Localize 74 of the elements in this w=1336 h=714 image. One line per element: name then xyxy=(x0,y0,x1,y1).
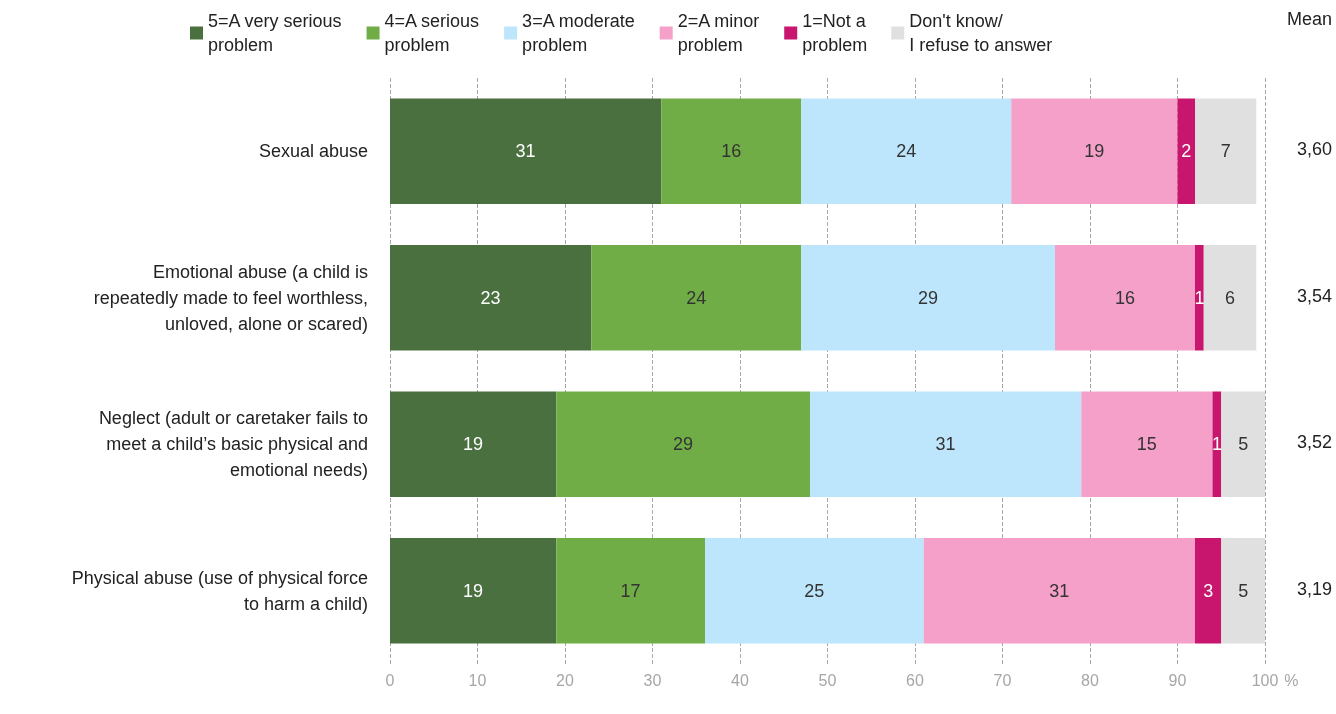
data-label: 23 xyxy=(480,287,501,308)
bar xyxy=(556,391,810,497)
data-label: 25 xyxy=(804,580,825,601)
bar xyxy=(1221,538,1265,644)
bar xyxy=(801,98,1012,204)
data-label: 24 xyxy=(686,287,707,308)
x-tick-label: 60 xyxy=(906,671,924,689)
bar xyxy=(390,538,557,644)
data-label: 5 xyxy=(1238,580,1249,601)
legend-label: 1=Not a problem xyxy=(802,11,868,55)
data-label: 19 xyxy=(463,434,484,455)
bar xyxy=(801,245,1055,351)
bar xyxy=(390,98,662,204)
legend-label: Don't know/ I refuse to answer xyxy=(909,11,1053,55)
data-label: 31 xyxy=(1049,580,1070,601)
y-tick-label: Neglect (adult or caretaker fails to meet a child’s basic physical and emotional needs) xyxy=(98,408,368,481)
x-tick-label: 40 xyxy=(731,671,749,689)
x-tick-label: 80 xyxy=(1081,671,1099,689)
bar xyxy=(591,245,802,351)
text: 3,54 xyxy=(1296,285,1333,306)
data-label: 3 xyxy=(1203,580,1214,601)
bar xyxy=(1195,98,1257,204)
x-tick-label: 90 xyxy=(1168,671,1187,689)
data-label: 5 xyxy=(1238,434,1249,455)
text: 3,60 xyxy=(1296,139,1333,160)
data-label: 29 xyxy=(918,287,939,308)
y-tick-label: Sexual abuse xyxy=(258,141,368,162)
text: 3,52 xyxy=(1296,432,1333,453)
data-label: 24 xyxy=(896,141,917,162)
x-tick-label: 30 xyxy=(643,671,662,689)
legend-label: 2=A minor problem xyxy=(677,11,760,55)
bar xyxy=(1221,391,1265,497)
legend-label: 5=A very serious problem xyxy=(208,11,342,55)
data-label: 16 xyxy=(1114,287,1136,308)
x-tick-label: 10 xyxy=(468,671,487,689)
bar xyxy=(1195,538,1222,644)
data-label: 15 xyxy=(1136,434,1157,455)
data-label: 19 xyxy=(463,580,484,601)
x-tick-label: 20 xyxy=(556,671,574,689)
data-label: 31 xyxy=(935,434,956,455)
bar xyxy=(661,98,802,204)
x-tick-label: 100 xyxy=(1251,671,1279,689)
data-label: 1 xyxy=(1211,434,1222,455)
bar xyxy=(1195,245,1204,351)
x-tick-label: 70 xyxy=(993,671,1012,689)
data-label: 2 xyxy=(1181,141,1192,162)
x-axis-title: % xyxy=(1284,671,1299,689)
bar xyxy=(810,391,1082,497)
data-label: 17 xyxy=(620,580,641,601)
data-label: 16 xyxy=(721,141,742,162)
bar xyxy=(390,245,592,351)
data-label: 1 xyxy=(1194,287,1205,308)
data-label: 19 xyxy=(1084,141,1105,162)
bar xyxy=(1055,245,1195,351)
text: Mean xyxy=(1286,9,1332,29)
legend-label: 3=A moderate problem xyxy=(522,11,635,55)
data-label: 31 xyxy=(515,141,536,162)
y-tick-label: Emotional abuse (a child is repeatedly made to feel worthless, unloved, alone or scared) xyxy=(93,261,368,334)
legend-label: 4=A serious problem xyxy=(384,11,480,55)
bar xyxy=(390,391,557,497)
bar xyxy=(1081,391,1213,497)
bar xyxy=(923,538,1195,644)
bar xyxy=(1203,245,1257,351)
text: 3,19 xyxy=(1296,578,1333,599)
x-tick-label: 0 xyxy=(385,671,395,689)
data-label: 7 xyxy=(1220,141,1231,162)
x-tick-label: 50 xyxy=(818,671,837,689)
bar xyxy=(1011,98,1178,204)
y-tick-label: Physical abuse (use of physical force to harm a child) xyxy=(71,567,368,614)
bar xyxy=(1177,98,1195,204)
bar xyxy=(556,538,705,644)
data-label: 29 xyxy=(673,434,694,455)
data-label: 6 xyxy=(1224,287,1236,308)
bar xyxy=(705,538,924,644)
